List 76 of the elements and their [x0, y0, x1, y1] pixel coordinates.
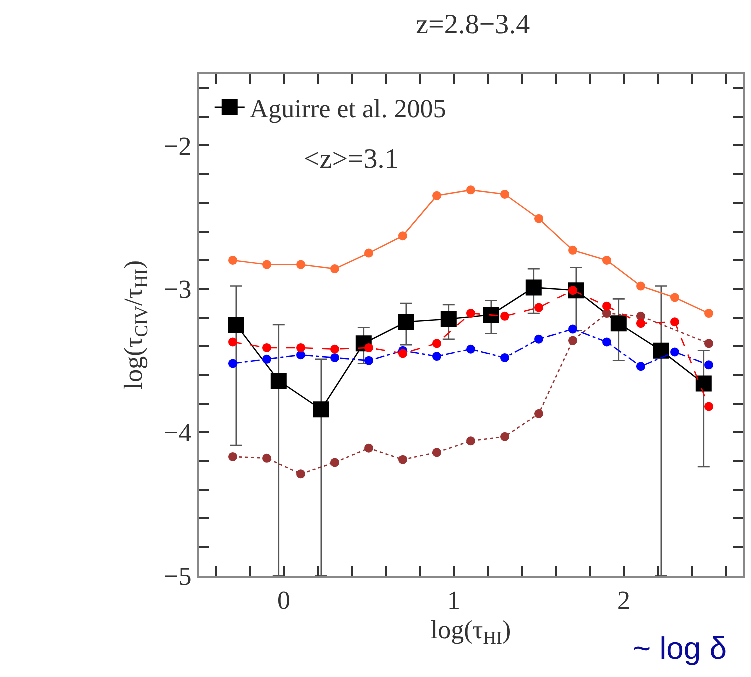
point — [398, 232, 408, 241]
x-tick-label: 1 — [448, 586, 460, 616]
point — [228, 452, 238, 462]
point — [466, 436, 476, 446]
legend-label: Aguirre et al. 2005 — [250, 94, 446, 124]
point — [534, 334, 544, 344]
point — [262, 454, 272, 463]
y-tick-label: −2 — [164, 132, 192, 161]
point — [432, 339, 442, 348]
point — [568, 324, 578, 334]
point — [364, 444, 374, 453]
point — [568, 246, 578, 255]
point — [526, 280, 542, 296]
point — [364, 343, 374, 352]
point — [466, 344, 476, 354]
point — [228, 359, 238, 368]
point — [483, 306, 500, 323]
point — [696, 376, 712, 392]
point — [330, 344, 340, 354]
point — [466, 186, 476, 195]
y-tick-label: −4 — [164, 418, 192, 448]
point — [398, 314, 414, 330]
point — [364, 356, 374, 366]
point — [670, 348, 680, 357]
point — [704, 309, 714, 318]
point — [636, 282, 646, 291]
point — [330, 458, 340, 468]
point — [500, 432, 510, 442]
point — [670, 293, 680, 302]
point — [500, 353, 510, 362]
point — [330, 264, 340, 274]
point — [262, 354, 272, 364]
point — [534, 409, 544, 418]
point — [364, 248, 374, 258]
point — [398, 455, 408, 464]
point — [432, 448, 442, 458]
point — [432, 191, 442, 200]
point — [440, 311, 457, 328]
point — [610, 316, 627, 332]
point — [704, 402, 714, 412]
x-axis-title: log(τ$_{HI}$) — [430, 615, 512, 648]
point — [534, 303, 544, 312]
y-tick-label: −5 — [164, 562, 192, 592]
point — [296, 260, 306, 270]
point — [296, 470, 306, 479]
point — [704, 360, 714, 370]
point — [262, 260, 272, 270]
point — [398, 349, 408, 358]
point — [228, 256, 238, 265]
point — [262, 343, 272, 352]
point — [270, 372, 287, 389]
annotation: <z>=3.1 — [304, 144, 399, 175]
point — [568, 336, 578, 346]
point — [296, 343, 306, 352]
point — [653, 342, 670, 359]
x-tick-label: 0 — [278, 586, 290, 616]
point — [534, 214, 544, 224]
text: ~ log δ — [633, 631, 727, 666]
point — [228, 317, 244, 333]
x-tick-label: 2 — [618, 586, 630, 616]
point — [636, 362, 646, 372]
point — [466, 309, 476, 318]
point — [432, 352, 442, 362]
point — [228, 338, 238, 347]
y-tick-label: −3 — [164, 275, 192, 304]
chart-title: z=2.8−3.4 — [416, 9, 530, 40]
point — [670, 318, 680, 327]
point — [500, 190, 510, 199]
point — [602, 256, 612, 265]
point — [602, 302, 612, 311]
point — [602, 338, 612, 347]
point — [330, 353, 340, 362]
point — [313, 402, 330, 418]
point — [500, 312, 510, 321]
point — [636, 319, 646, 328]
point — [704, 339, 714, 348]
